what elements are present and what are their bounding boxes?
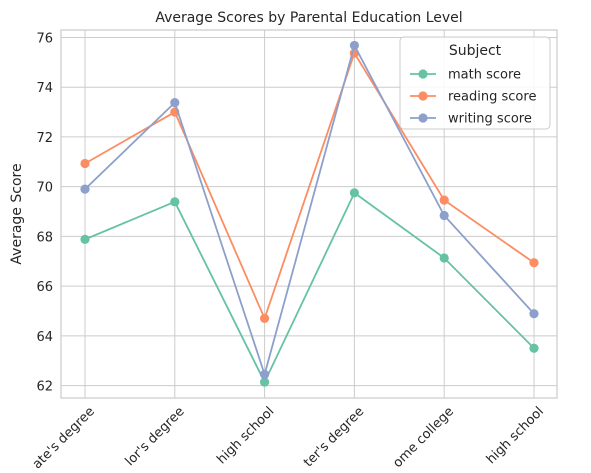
y-tick-label: 68 xyxy=(36,230,53,245)
y-tick-label: 74 xyxy=(36,81,53,96)
y-axis-ticks: 62 64 66 68 70 72 74 76 xyxy=(36,31,53,394)
data-point xyxy=(80,184,90,194)
y-axis-label: Average Score xyxy=(9,163,25,264)
data-point xyxy=(170,197,180,207)
data-point xyxy=(529,309,539,319)
data-point xyxy=(529,258,539,268)
data-point xyxy=(439,210,449,221)
data-point xyxy=(80,234,90,244)
legend-marker xyxy=(418,113,428,123)
series-line xyxy=(84,51,535,321)
data-point xyxy=(349,188,359,198)
data-point xyxy=(260,369,270,379)
legend: Subject math score reading score writing sc… xyxy=(399,36,551,130)
y-tick-label: 66 xyxy=(36,280,53,295)
series-line xyxy=(84,191,535,385)
y-tick-label: 62 xyxy=(36,380,53,395)
chart-title: Average Scores by Parental Education Lev… xyxy=(155,10,462,26)
data-point xyxy=(349,40,359,51)
series-line xyxy=(84,42,535,378)
legend-entry-label: reading score xyxy=(448,90,536,105)
legend-entry-label: writing score xyxy=(448,112,532,127)
legend-box xyxy=(399,36,551,130)
data-point xyxy=(260,313,270,324)
data-point xyxy=(439,195,449,205)
data-point xyxy=(260,377,270,387)
y-tick-label: 70 xyxy=(36,181,53,196)
data-point xyxy=(529,343,539,353)
data-point xyxy=(439,253,449,263)
data-point xyxy=(80,158,90,169)
data-point xyxy=(170,98,180,108)
legend-marker xyxy=(418,69,428,79)
y-tick-label: 64 xyxy=(36,330,53,345)
y-tick-label: 76 xyxy=(36,31,53,46)
plot-frame xyxy=(60,29,558,399)
legend-marker xyxy=(418,91,428,101)
y-tick-label: 72 xyxy=(36,131,53,146)
legend-title: Subject xyxy=(449,43,502,59)
grid-lines xyxy=(61,30,557,398)
series-group xyxy=(80,40,539,387)
legend-entry-label: math score xyxy=(448,68,521,83)
